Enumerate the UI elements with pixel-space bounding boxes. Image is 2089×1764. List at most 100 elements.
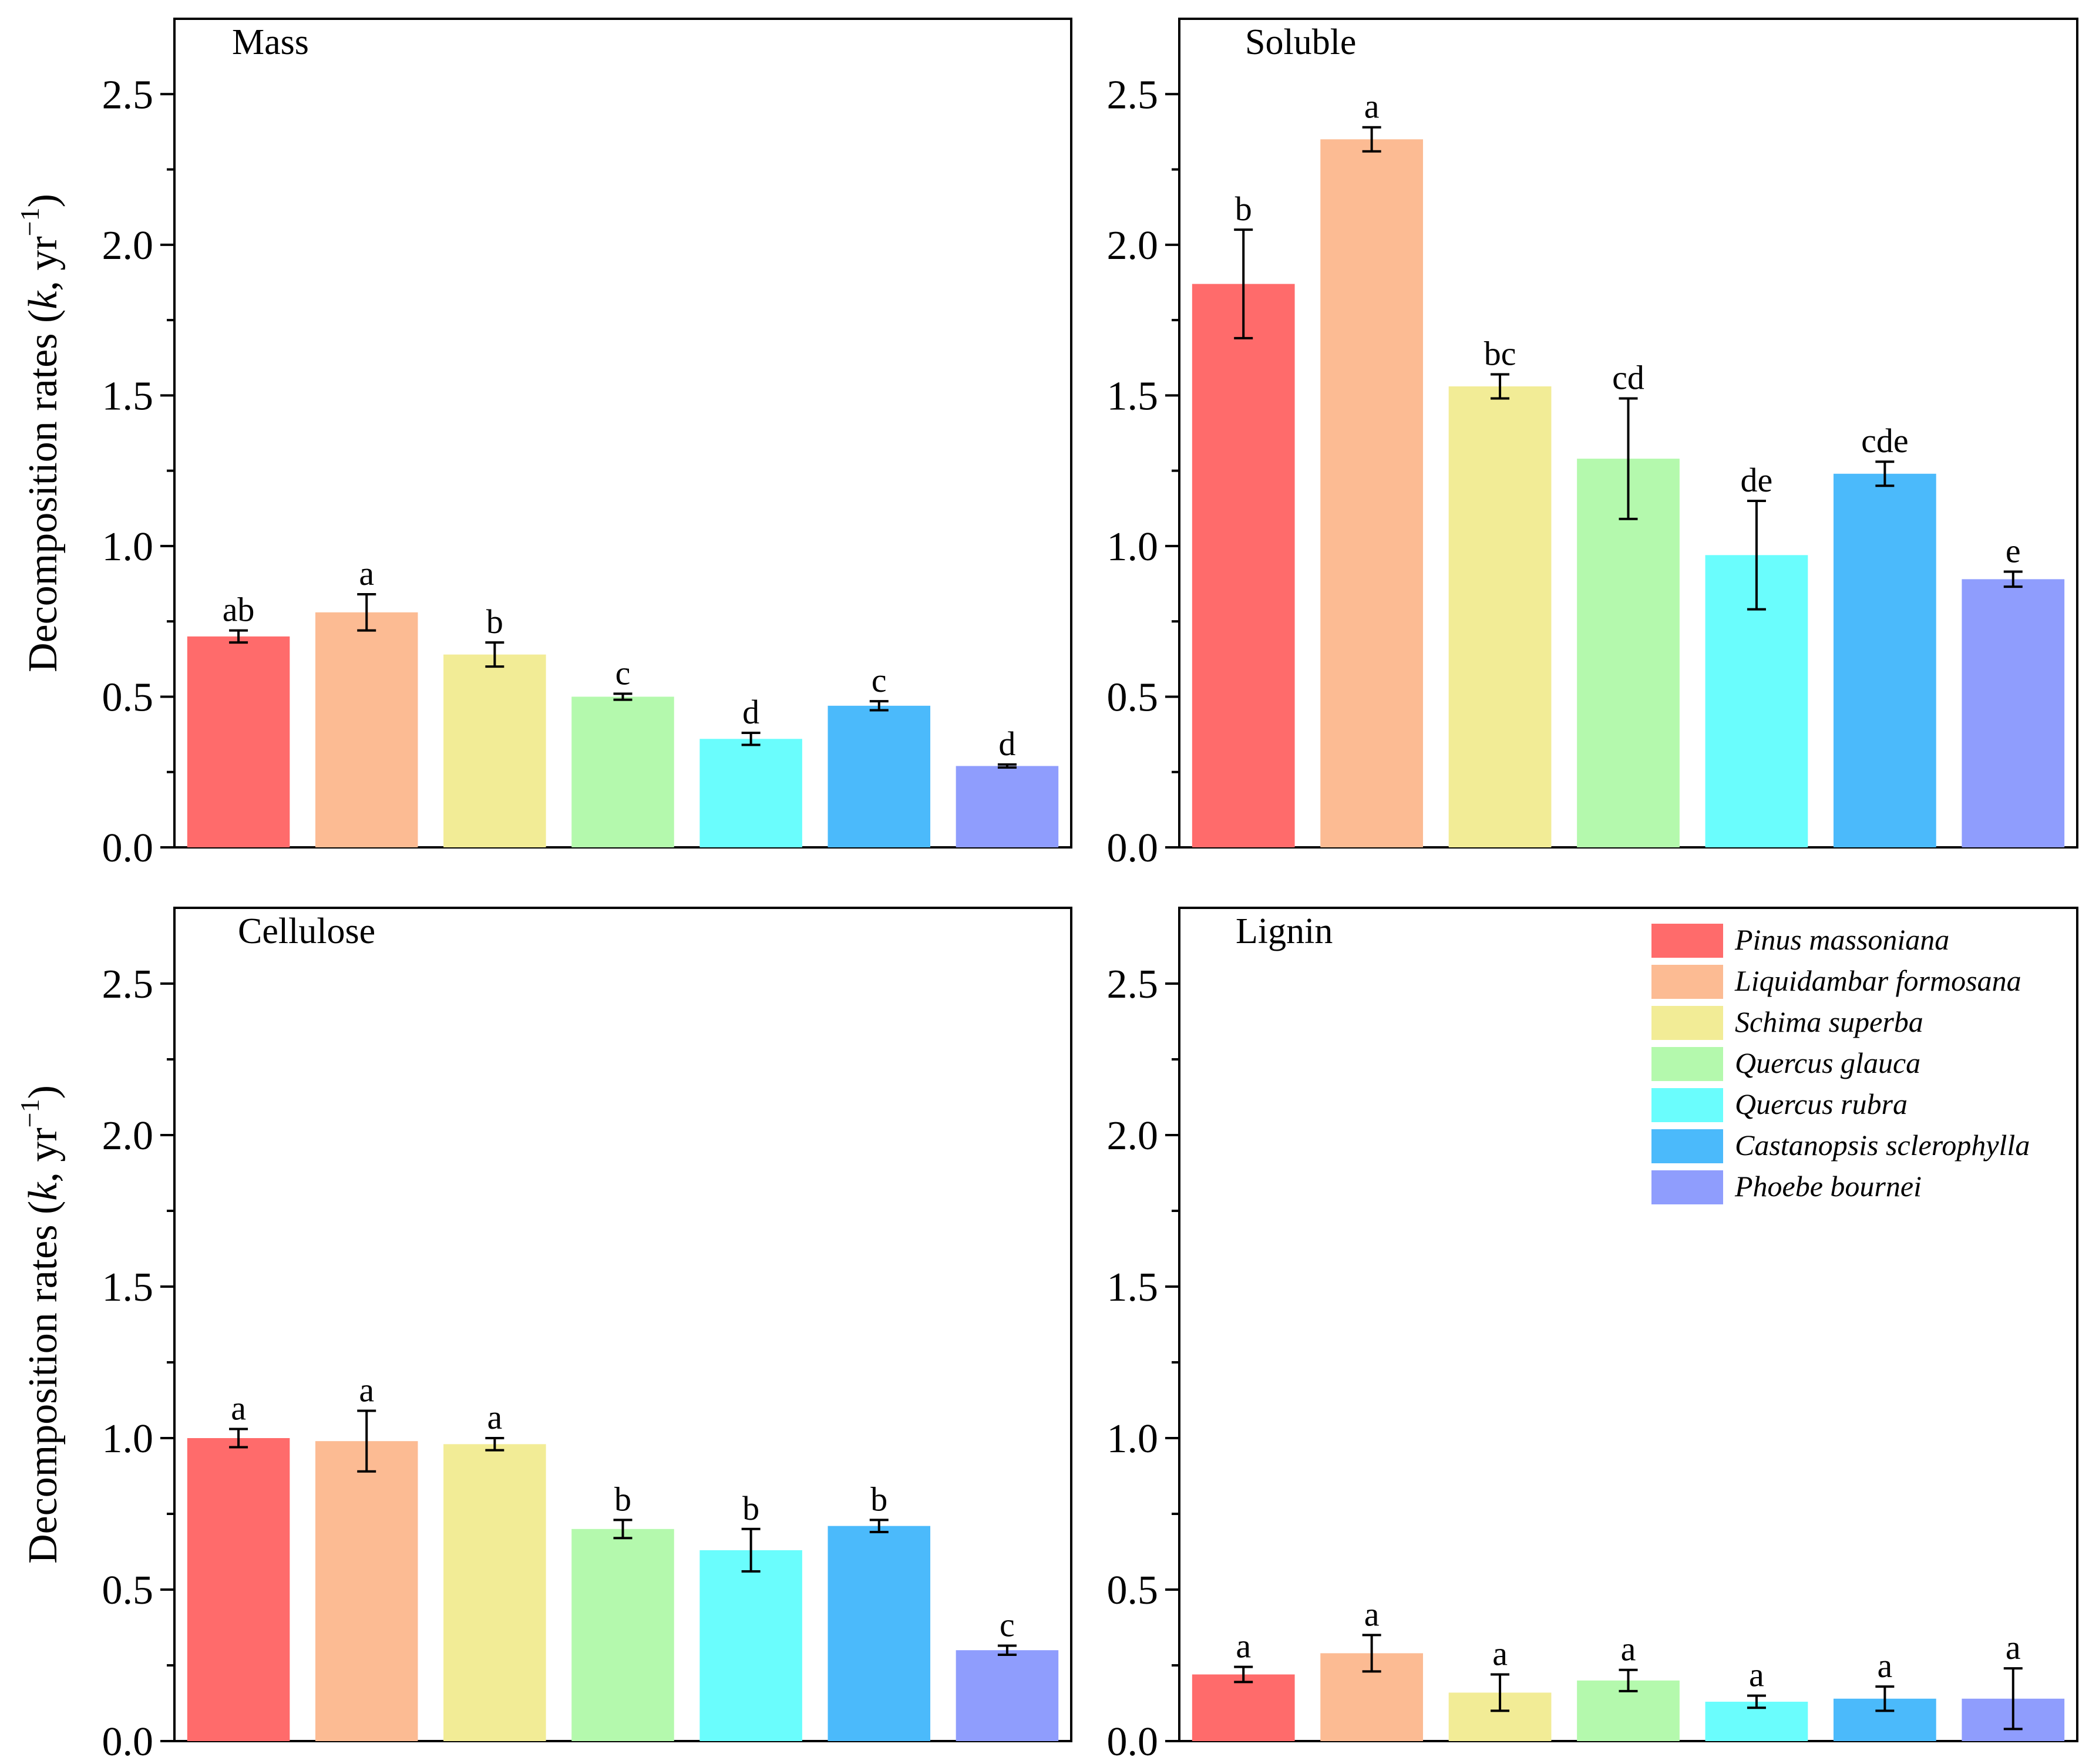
bar bbox=[571, 1529, 674, 1741]
bar bbox=[1448, 386, 1552, 847]
error-bar bbox=[1619, 397, 1638, 520]
y-axis-label-unit: , yr bbox=[21, 1127, 66, 1182]
error-bar bbox=[997, 1644, 1017, 1656]
panel-title: Mass bbox=[232, 22, 309, 62]
significance-label: d bbox=[998, 725, 1015, 763]
significance-label: b bbox=[1235, 190, 1252, 228]
significance-label: a bbox=[359, 554, 374, 593]
legend-label: Quercus glauca bbox=[1735, 1046, 1920, 1079]
error-bar bbox=[357, 1409, 376, 1473]
significance-label: cd bbox=[1612, 358, 1644, 396]
bar bbox=[187, 636, 290, 847]
significance-label: ab bbox=[223, 591, 255, 629]
bar bbox=[187, 1438, 290, 1741]
error-bar bbox=[2003, 1667, 2023, 1731]
legend: Pinus massoniana Liquidambar formosana Sch… bbox=[1651, 923, 2030, 1204]
legend-swatch bbox=[1651, 1006, 1723, 1040]
error-bar bbox=[613, 1519, 633, 1540]
error-bar bbox=[1491, 1673, 1510, 1712]
error-bar bbox=[1234, 1665, 1253, 1684]
legend-label: Quercus rubra bbox=[1735, 1088, 1908, 1120]
bar bbox=[956, 1650, 1059, 1741]
legend-swatch bbox=[1651, 1047, 1723, 1081]
significance-label: a bbox=[359, 1371, 374, 1409]
y-axis-label-text: Decomposition rates ( bbox=[21, 1201, 66, 1564]
panel-title: Cellulose bbox=[238, 911, 375, 951]
error-bar bbox=[1234, 228, 1253, 339]
significance-label: bc bbox=[1484, 334, 1516, 372]
legend-swatch bbox=[1651, 1088, 1723, 1122]
legend-label: Liquidambar formosana bbox=[1734, 964, 2021, 997]
error-bar bbox=[1747, 1694, 1766, 1709]
y-tick-label: 0.5 bbox=[1107, 1568, 1159, 1613]
bar bbox=[1833, 473, 1936, 847]
y-tick-label: 2.0 bbox=[102, 223, 154, 268]
error-bar bbox=[1875, 1685, 1895, 1712]
y-tick-label: 1.0 bbox=[1107, 1416, 1159, 1462]
bar bbox=[443, 1444, 546, 1741]
y-tick-label: 1.0 bbox=[1107, 524, 1159, 570]
bar bbox=[699, 1550, 802, 1741]
error-bar bbox=[229, 629, 248, 644]
significance-label: c bbox=[872, 661, 887, 699]
error-bar bbox=[1362, 1634, 1381, 1673]
y-axis-label-exponent: −1 bbox=[15, 1099, 45, 1127]
bar bbox=[1577, 459, 1680, 847]
bar bbox=[443, 654, 546, 847]
significance-label: a bbox=[1492, 1634, 1508, 1672]
panel-lignin: a a a a a a a 0.0 0.5 1.0 1.5 2.0 2.5 Lignin bbox=[1107, 907, 2078, 1764]
y-axis-label-unit: , yr bbox=[21, 236, 66, 291]
error-bar bbox=[1875, 460, 1895, 487]
significance-label: a bbox=[1364, 87, 1380, 126]
error-bar bbox=[869, 700, 889, 712]
y-tick-label: 2.5 bbox=[102, 72, 154, 117]
error-bar bbox=[1491, 373, 1510, 400]
y-tick-label: 2.0 bbox=[1107, 1113, 1159, 1159]
significance-label: c bbox=[1000, 1605, 1015, 1644]
significance-label: cde bbox=[1861, 422, 1909, 460]
bar bbox=[1320, 139, 1424, 848]
bar bbox=[315, 612, 418, 847]
axes-frame bbox=[1178, 907, 2078, 1742]
y-tick-label: 2.0 bbox=[1107, 223, 1159, 268]
error-bar bbox=[997, 763, 1017, 769]
y-tick-label: 1.5 bbox=[1107, 1265, 1159, 1310]
significance-label: a bbox=[1364, 1595, 1380, 1633]
error-bar bbox=[485, 1437, 504, 1452]
significance-label: de bbox=[1741, 461, 1773, 499]
legend-swatch bbox=[1651, 924, 1723, 958]
panel-soluble: b a bc cd de cde e 0.0 0.5 1.0 1.5 2.0 2.5 Soluble bbox=[1107, 18, 2078, 871]
y-tick-label: 1.0 bbox=[102, 1416, 154, 1462]
significance-label: a bbox=[1877, 1647, 1892, 1685]
bar bbox=[827, 1526, 931, 1741]
y-tick-label: 0.0 bbox=[102, 826, 154, 871]
significance-label: d bbox=[742, 693, 759, 731]
error-bar bbox=[613, 692, 633, 701]
y-tick-label: 1.5 bbox=[102, 1265, 154, 1310]
significance-label: a bbox=[1749, 1656, 1764, 1694]
error-bar bbox=[357, 593, 376, 632]
bar bbox=[1192, 1674, 1295, 1741]
error-bar bbox=[485, 641, 504, 668]
legend-swatch bbox=[1651, 1129, 1723, 1163]
significance-label: a bbox=[1621, 1630, 1636, 1668]
bar bbox=[699, 739, 802, 847]
legend-label: Castanopsis sclerophylla bbox=[1735, 1129, 2030, 1162]
legend-label: Pinus massoniana bbox=[1734, 923, 1949, 956]
panel-title: Lignin bbox=[1236, 911, 1333, 951]
significance-label: a bbox=[231, 1389, 246, 1428]
y-axis-label-exponent: −1 bbox=[15, 207, 45, 236]
significance-label: e bbox=[2006, 532, 2021, 570]
significance-label: a bbox=[2006, 1628, 2021, 1667]
significance-label: b bbox=[742, 1489, 759, 1527]
bar bbox=[1962, 579, 2065, 847]
significance-label: b bbox=[486, 602, 503, 641]
y-axis-label: Decomposition rates (k, yr−1) bbox=[15, 1085, 66, 1564]
y-tick-label: 0.0 bbox=[1107, 1719, 1159, 1764]
bar bbox=[956, 766, 1059, 847]
y-tick-label: 2.0 bbox=[102, 1113, 154, 1159]
error-bar bbox=[741, 1527, 761, 1573]
y-tick-label: 0.5 bbox=[1107, 675, 1159, 720]
significance-label: b bbox=[614, 1480, 631, 1518]
